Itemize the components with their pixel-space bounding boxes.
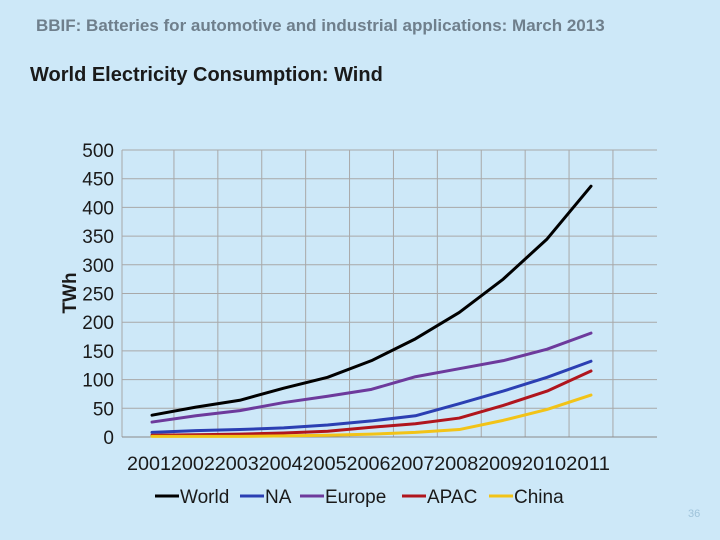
y-tick-label: 300 — [82, 256, 114, 277]
x-tick-label: 2004 — [259, 454, 303, 475]
legend-label-world: World — [180, 487, 229, 508]
legend-label-apac: APAC — [427, 487, 477, 508]
y-tick-label: 50 — [93, 399, 114, 420]
x-axis-ticks: 2001 2002 2003 2004 2005 2006 2007 2008 2009 2010… — [127, 454, 610, 475]
chart-title: World Electricity Consumption: Wind — [30, 64, 383, 86]
chart-gridlines — [121, 149, 657, 438]
legend-label-china: China — [514, 487, 564, 508]
x-tick-label: 2009 — [478, 454, 522, 475]
x-tick-label: 2010 — [522, 454, 566, 475]
chart-series — [150, 184, 593, 438]
series-line-europe — [150, 331, 593, 424]
series-line-world — [150, 184, 593, 417]
x-tick-label: 2003 — [215, 454, 259, 475]
x-tick-label: 2005 — [303, 454, 347, 475]
y-tick-label: 100 — [82, 371, 114, 392]
x-tick-label: 2002 — [171, 454, 215, 475]
y-tick-label: 350 — [82, 227, 114, 248]
legend-label-europe: Europe — [325, 487, 386, 508]
y-tick-label: 400 — [82, 198, 114, 219]
y-tick-label: 500 — [82, 141, 114, 162]
x-tick-label: 2011 — [566, 454, 610, 475]
y-tick-label: 150 — [82, 342, 114, 363]
chart-legend: World NA Europe APAC China — [155, 487, 564, 508]
y-axis-label: TWh — [60, 272, 81, 313]
y-tick-label: 250 — [82, 285, 114, 306]
y-tick-label: 0 — [103, 428, 114, 449]
slide-header: BBIF: Batteries for automotive and indus… — [36, 16, 605, 35]
x-tick-label: 2007 — [390, 454, 434, 475]
legend-label-na: NA — [265, 487, 292, 508]
series-line-na — [150, 359, 593, 434]
y-tick-label: 200 — [82, 313, 114, 334]
series-line-apac — [150, 369, 593, 437]
series-line-china — [150, 393, 593, 438]
y-axis-ticks: 0 50 100 150 200 250 300 350 400 450 500 — [82, 141, 114, 449]
x-tick-label: 2006 — [347, 454, 391, 475]
page-number: 36 — [688, 508, 701, 520]
x-tick-label: 2001 — [127, 454, 171, 475]
x-tick-label: 2008 — [434, 454, 478, 475]
y-tick-label: 450 — [82, 170, 114, 191]
